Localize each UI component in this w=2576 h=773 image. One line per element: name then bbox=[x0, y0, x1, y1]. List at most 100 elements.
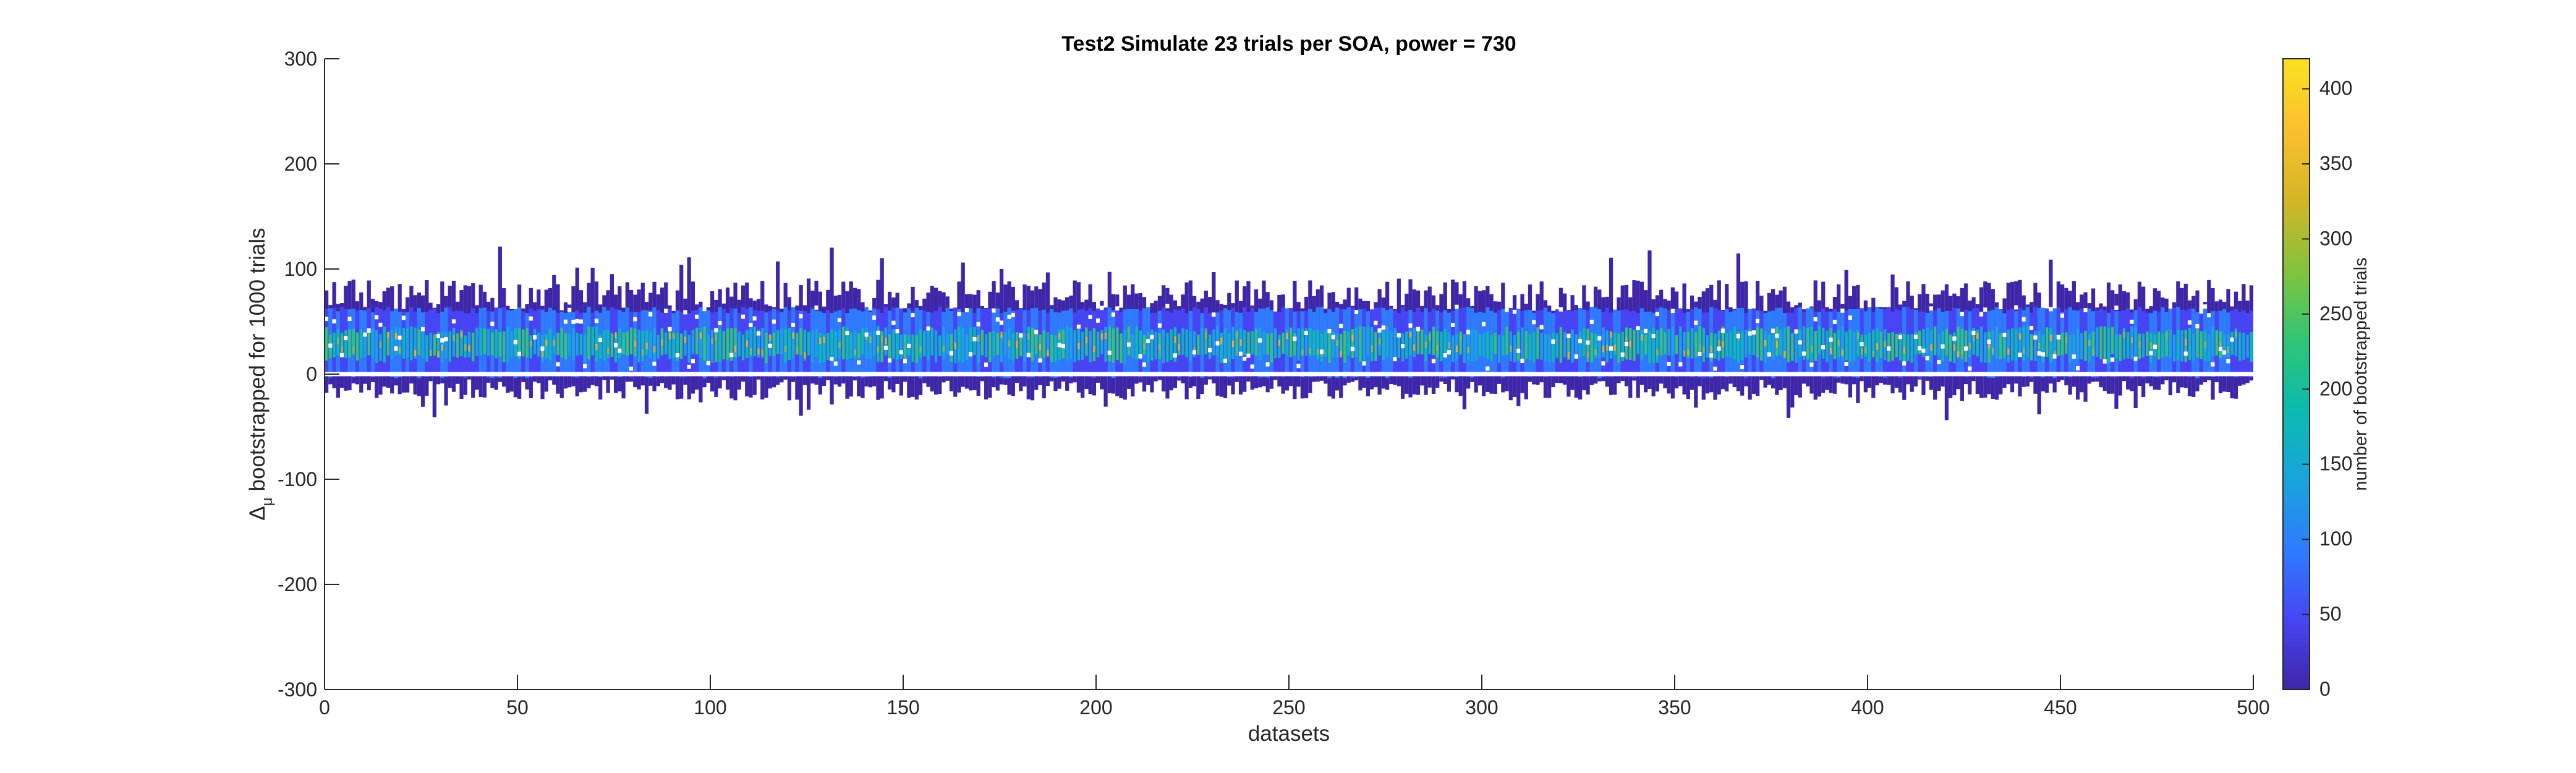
dataset-column bbox=[1971, 297, 1976, 382]
dataset-column bbox=[1882, 307, 1887, 385]
dataset-column bbox=[2064, 288, 2068, 386]
dataset-column bbox=[687, 257, 691, 399]
dataset-column bbox=[2187, 300, 2192, 396]
dataset-column bbox=[544, 289, 548, 392]
dataset-column bbox=[1894, 287, 1898, 388]
dataset-column bbox=[1582, 285, 1586, 391]
dataset-column bbox=[1647, 250, 1652, 389]
dataset-column bbox=[2006, 283, 2010, 385]
dataset-column bbox=[1458, 294, 1463, 396]
dataset-column bbox=[783, 283, 788, 380]
dataset-column bbox=[2106, 282, 2111, 394]
dataset-column bbox=[347, 281, 352, 391]
x-tick-label: 0 bbox=[319, 696, 330, 719]
dataset-column bbox=[1601, 297, 1605, 382]
dataset-column bbox=[1856, 284, 1860, 403]
dataset-column bbox=[482, 291, 487, 398]
dataset-column bbox=[2002, 298, 2007, 388]
y-tick-label: 100 bbox=[284, 258, 317, 280]
dataset-column bbox=[1532, 310, 1536, 385]
dataset-column bbox=[1632, 280, 1636, 381]
dataset-column bbox=[1250, 305, 1254, 390]
dataset-column bbox=[598, 304, 603, 400]
dataset-column bbox=[490, 297, 495, 388]
dataset-column bbox=[540, 305, 545, 399]
dataset-column bbox=[2157, 291, 2161, 390]
dataset-column bbox=[1570, 295, 1575, 390]
dataset-column bbox=[791, 307, 796, 382]
dataset-column bbox=[2164, 298, 2169, 381]
dataset-column bbox=[772, 307, 776, 388]
y-axis-label-text: bootstrapped for 1000 trials bbox=[245, 228, 270, 491]
dataset-column bbox=[660, 287, 665, 383]
dataset-column bbox=[802, 305, 807, 385]
dataset-column bbox=[1516, 309, 1521, 406]
colorbar-tick-label: 200 bbox=[2319, 377, 2352, 399]
dataset-column bbox=[752, 301, 757, 395]
dataset-column bbox=[1196, 301, 1201, 399]
dataset-column bbox=[448, 285, 452, 388]
dataset-column bbox=[2238, 301, 2242, 386]
dataset-column bbox=[972, 294, 977, 390]
colorbar bbox=[2282, 58, 2310, 690]
dataset-column bbox=[1362, 301, 1366, 388]
dataset-column bbox=[1296, 302, 1301, 387]
dataset-column bbox=[537, 289, 541, 383]
dataset-column bbox=[525, 304, 529, 390]
dataset-column bbox=[502, 288, 506, 387]
dataset-column bbox=[1871, 297, 1876, 398]
y-axis-label: Δμ bootstrapped for 1000 trials bbox=[245, 228, 276, 520]
y-tick-label: -100 bbox=[278, 468, 317, 490]
dataset-column bbox=[918, 305, 923, 395]
dataset-column bbox=[1470, 306, 1474, 382]
dataset-column bbox=[413, 295, 417, 395]
dataset-column bbox=[1539, 281, 1544, 383]
dataset-column bbox=[1366, 301, 1371, 396]
zero-gap-line bbox=[325, 372, 2253, 377]
dataset-column bbox=[1725, 284, 1729, 391]
dataset-column bbox=[378, 302, 383, 395]
dataset-column bbox=[475, 305, 479, 390]
dataset-column bbox=[2037, 293, 2041, 415]
dataset-column bbox=[1134, 293, 1139, 384]
dataset-column bbox=[1983, 281, 1987, 398]
dataset-column bbox=[826, 289, 830, 380]
dataset-column bbox=[849, 281, 853, 397]
dataset-column bbox=[1011, 286, 1015, 396]
dataset-column bbox=[2172, 302, 2177, 383]
dataset-column bbox=[640, 283, 645, 386]
dataset-column bbox=[857, 289, 861, 397]
x-tick-label: 350 bbox=[1658, 696, 1691, 719]
dataset-column bbox=[1053, 297, 1058, 391]
dataset-column bbox=[397, 284, 402, 395]
dataset-column bbox=[1617, 297, 1621, 383]
dataset-column bbox=[883, 304, 888, 382]
dataset-column bbox=[880, 258, 884, 399]
dataset-column bbox=[787, 297, 792, 401]
dataset-column bbox=[1343, 299, 1347, 386]
dataset-column bbox=[1477, 291, 1482, 386]
dataset-column bbox=[1751, 308, 1756, 394]
dataset-column bbox=[451, 280, 456, 392]
dataset-column bbox=[876, 280, 880, 400]
dataset-column bbox=[1586, 301, 1590, 395]
dataset-column bbox=[1424, 290, 1428, 395]
dataset-column bbox=[406, 297, 410, 393]
dataset-column bbox=[425, 280, 429, 396]
dataset-column bbox=[1030, 290, 1035, 401]
dataset-column bbox=[810, 290, 815, 384]
dataset-column bbox=[1636, 280, 1640, 398]
x-tick-label: 300 bbox=[1465, 696, 1498, 719]
dataset-column bbox=[1667, 301, 1671, 394]
dataset-column bbox=[1968, 301, 1972, 395]
dataset-column bbox=[363, 307, 367, 384]
dataset-column bbox=[548, 288, 553, 381]
dataset-column bbox=[359, 292, 363, 393]
dataset-column bbox=[1786, 301, 1791, 418]
dataset-column bbox=[1933, 294, 1937, 400]
dataset-column bbox=[1578, 307, 1583, 400]
dataset-column bbox=[992, 281, 996, 388]
dataset-column bbox=[1439, 294, 1443, 382]
colorbar-tick-label: 50 bbox=[2319, 603, 2342, 625]
dataset-column bbox=[1821, 281, 1826, 393]
